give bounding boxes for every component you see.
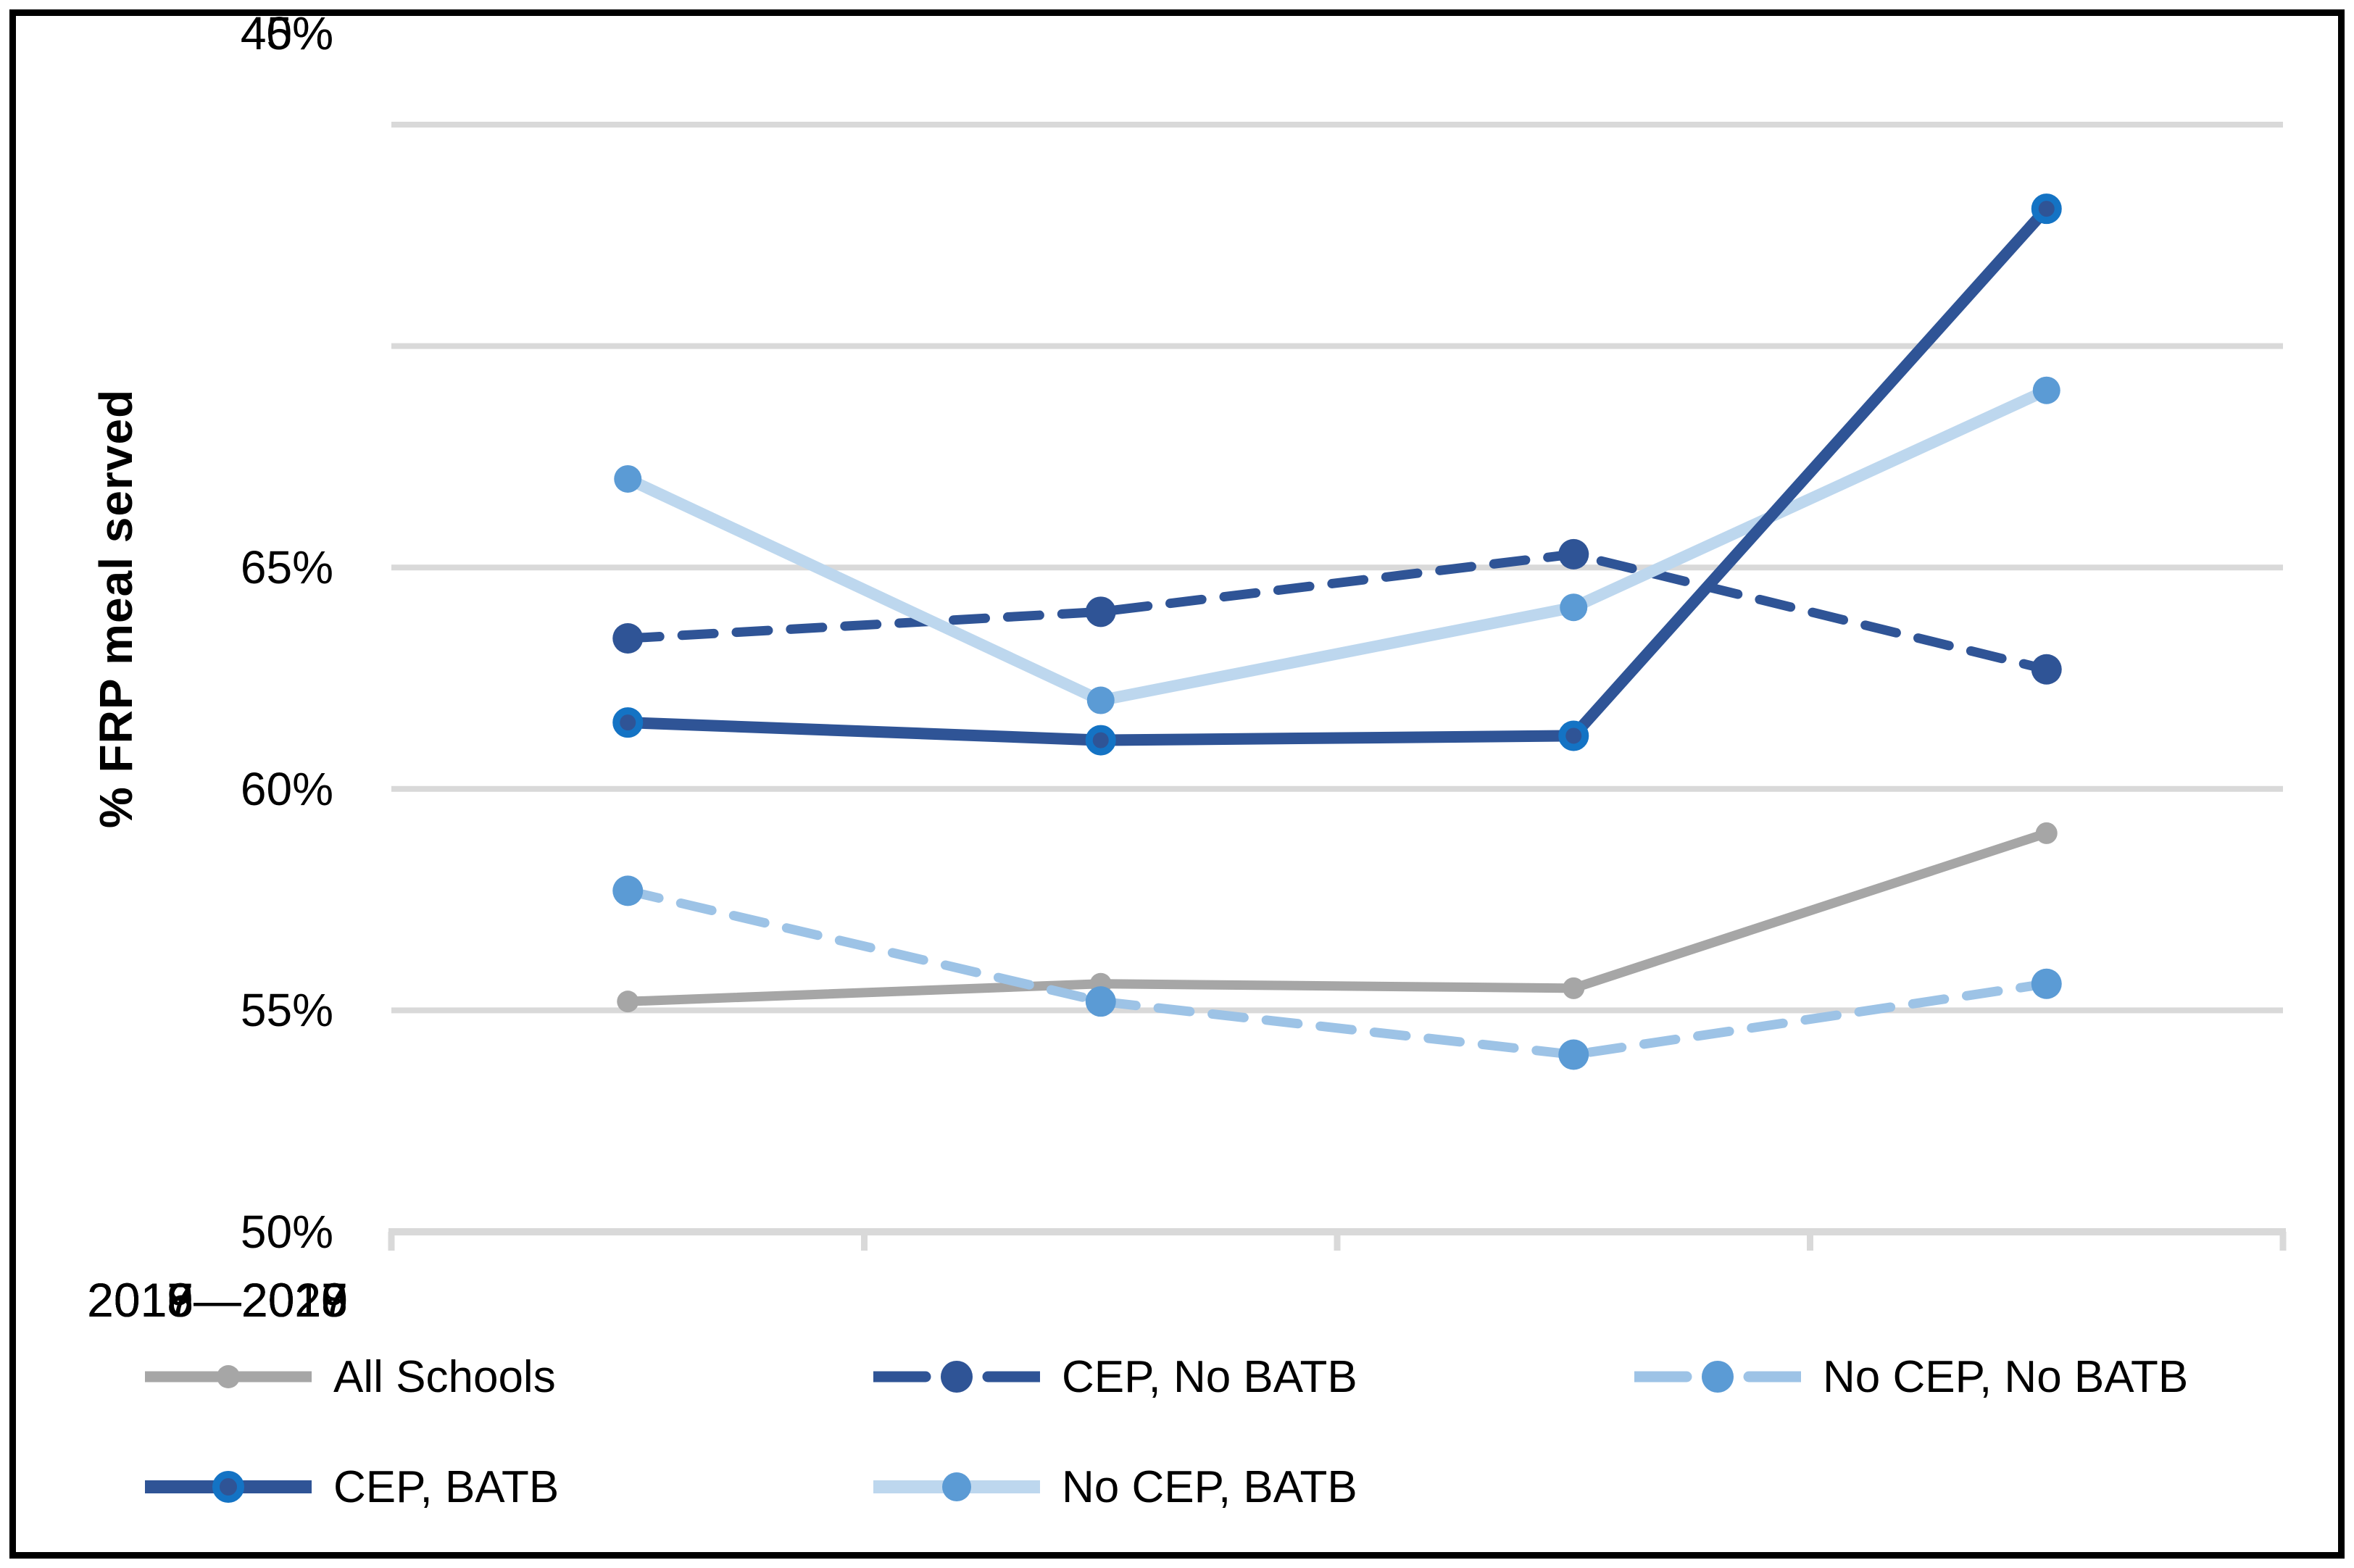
legend-item-cep-no-batb: CEP, No BATB <box>873 1342 1357 1411</box>
series-line-all-schools <box>623 828 2052 1006</box>
legend-label-cep-batb: CEP, BATB <box>333 1461 560 1512</box>
series-line-cep-no-batb <box>623 549 2052 675</box>
marker-no-cep-batb-1 <box>1086 686 1115 714</box>
legend-dot <box>942 1472 971 1501</box>
marker-no-cep-batb-2 <box>1560 593 1588 622</box>
legend-label-no-cep-batb: No CEP, BATB <box>1062 1461 1357 1512</box>
x-tick-label-2019-2020: 2019—2020 <box>87 1273 348 1327</box>
marker-cep-batb-1 <box>1085 725 1116 756</box>
legend-item-no-cep-batb: No CEP, BATB <box>873 1452 1357 1522</box>
y-tick-label-45: 45% <box>240 7 333 59</box>
y-axis-title: % FRP meal served <box>90 388 142 829</box>
legend-label-cep-no-batb: CEP, No BATB <box>1062 1351 1357 1402</box>
marker-all-schools-3 <box>2035 822 2058 844</box>
marker-cep-no-batb-0 <box>612 622 644 654</box>
marker-cep-no-batb-2 <box>1558 538 1589 570</box>
marker-all-schools-0 <box>617 991 639 1013</box>
legend-item-cep-batb: CEP, BATB <box>145 1452 559 1522</box>
legend-label-all-schools: All Schools <box>333 1351 556 1402</box>
marker-no-cep-batb-3 <box>2032 376 2060 404</box>
figure-border <box>9 9 2345 1559</box>
marker-no-cep-batb-0 <box>614 464 642 493</box>
legend-item-all-schools: All Schools <box>145 1342 556 1411</box>
x-tick-label-2018-2019: 2018—2019 <box>87 1273 348 1327</box>
y-tick-label-50: 50% <box>240 1206 333 1258</box>
y-tick-label-60: 60% <box>240 763 333 815</box>
marker-cep-no-batb-1 <box>1085 596 1116 627</box>
marker-all-schools-2 <box>1563 977 1585 999</box>
series-line-no-cep-batb <box>622 384 2053 706</box>
legend-dot <box>941 1361 973 1393</box>
x-tick-label-2017-2018: 2017—2018 <box>87 1273 348 1327</box>
series-line-no-cep-no-batb <box>623 885 2052 1060</box>
legend-marker-no-cep-no-batb <box>1634 1361 1801 1393</box>
marker-cep-batb-3 <box>2031 193 2062 225</box>
legend-marker-cep-batb <box>145 1471 312 1503</box>
marker-no-cep-no-batb-1 <box>1085 986 1116 1017</box>
legend-item-no-cep-no-batb: No CEP, No BATB <box>1634 1342 2188 1411</box>
legend-dot <box>217 1365 240 1388</box>
legend-dot <box>1702 1361 1734 1393</box>
y-tick-label-40: 40% <box>240 7 333 59</box>
marker-cep-batb-2 <box>1558 720 1589 751</box>
marker-cep-batb-0 <box>612 707 644 738</box>
y-tick-label-65: 65% <box>240 541 333 593</box>
marker-no-cep-no-batb-0 <box>612 875 644 906</box>
x-tick-label-2016-2017: 2016—2017 <box>87 1273 348 1327</box>
legend-marker-cep-no-batb <box>873 1361 1040 1393</box>
legend-marker-all-schools <box>145 1365 312 1388</box>
legend-dot <box>212 1471 244 1503</box>
marker-cep-no-batb-3 <box>2031 654 2062 685</box>
series-line-cep-batb <box>622 203 2053 746</box>
legend-marker-no-cep-batb <box>873 1472 1040 1501</box>
legend-label-no-cep-no-batb: No CEP, No BATB <box>1823 1351 2189 1402</box>
marker-no-cep-no-batb-3 <box>2031 968 2062 999</box>
y-tick-label-55: 55% <box>240 984 333 1036</box>
marker-no-cep-no-batb-2 <box>1558 1039 1589 1070</box>
